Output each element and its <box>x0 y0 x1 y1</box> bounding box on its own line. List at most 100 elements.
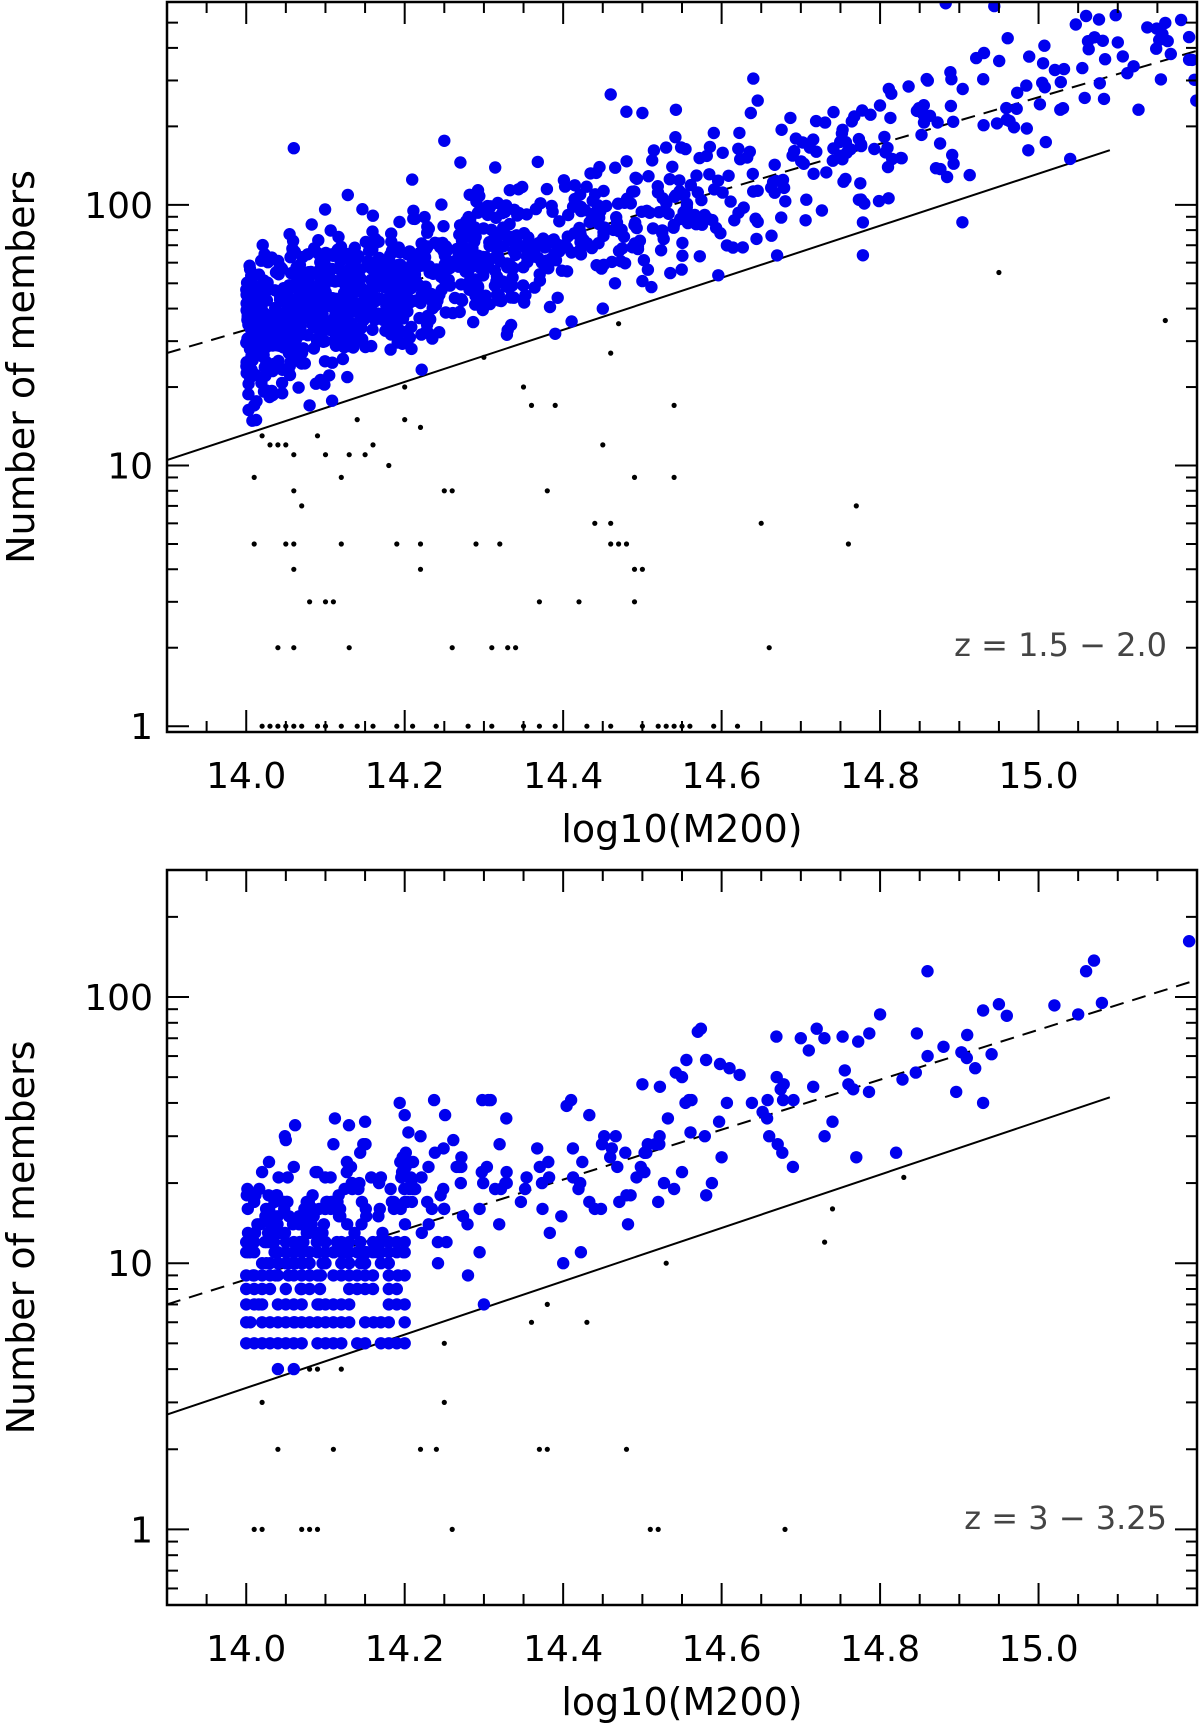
member-point <box>330 1235 344 1249</box>
member-point <box>854 177 867 190</box>
member-point <box>574 1176 587 1190</box>
member-point <box>885 87 898 100</box>
member-point <box>421 226 434 239</box>
member-point <box>382 1257 395 1270</box>
member-point <box>786 1160 800 1174</box>
outlier-point <box>291 488 297 494</box>
member-point <box>252 1298 265 1311</box>
member-point <box>646 154 659 167</box>
member-point <box>398 1218 412 1231</box>
member-point <box>1111 36 1125 49</box>
member-point <box>455 1160 468 1174</box>
member-point <box>431 1257 445 1270</box>
member-point <box>292 381 305 394</box>
member-point <box>421 240 434 253</box>
outlier-point <box>536 1446 543 1452</box>
outlier-point <box>330 599 336 605</box>
outlier-point <box>267 442 273 448</box>
member-point <box>747 72 760 85</box>
member-point <box>558 180 572 193</box>
member-point <box>1132 103 1145 116</box>
member-point <box>944 99 958 113</box>
member-point <box>956 82 969 96</box>
member-point <box>788 144 801 158</box>
member-point <box>359 340 372 354</box>
member-point <box>1182 935 1196 948</box>
member-point <box>723 1062 736 1075</box>
member-point <box>298 357 311 370</box>
member-point <box>484 1093 497 1107</box>
member-point <box>701 212 715 225</box>
member-point <box>360 1246 373 1259</box>
solid-threshold-line <box>167 149 1111 461</box>
member-point <box>636 1078 649 1091</box>
member-point <box>714 227 727 240</box>
member-point <box>272 1171 285 1184</box>
member-point <box>724 195 737 208</box>
member-point <box>384 343 397 356</box>
member-point <box>281 1195 294 1209</box>
member-point <box>473 1202 486 1216</box>
member-point <box>493 1138 506 1151</box>
member-point <box>353 321 366 335</box>
outlier-point <box>338 474 344 480</box>
member-point <box>707 126 720 140</box>
member-point <box>920 72 933 86</box>
member-point <box>616 242 629 255</box>
member-point <box>611 197 625 210</box>
member-point <box>818 1032 831 1045</box>
member-point <box>325 274 339 287</box>
outlier-point <box>259 1526 265 1532</box>
member-point <box>384 328 398 341</box>
outlier-point <box>552 723 558 729</box>
member-point <box>771 1138 784 1151</box>
member-point <box>518 1182 532 1196</box>
member-point <box>295 1298 308 1311</box>
member-point <box>319 1171 332 1184</box>
member-point <box>676 236 689 250</box>
member-point <box>815 204 829 217</box>
outlier-point <box>291 723 297 729</box>
outlier-point <box>370 723 376 729</box>
member-point <box>546 205 559 218</box>
member-point <box>1036 57 1050 70</box>
member-point <box>356 203 369 216</box>
outlier-point <box>346 645 352 651</box>
member-point <box>863 1027 876 1040</box>
member-point <box>1048 999 1061 1012</box>
member-point <box>294 1235 307 1249</box>
outlier-point <box>663 723 669 729</box>
member-point <box>334 254 347 268</box>
member-point <box>746 167 759 181</box>
outlier-point <box>314 1526 321 1532</box>
member-point <box>540 254 553 267</box>
member-point <box>557 1257 570 1270</box>
member-point <box>1022 50 1036 63</box>
member-point <box>1033 98 1047 111</box>
member-point <box>437 1202 451 1216</box>
member-point <box>676 249 689 262</box>
member-point <box>351 1246 365 1259</box>
member-point <box>332 1210 346 1223</box>
x-tick-label: 14.0 <box>206 1629 286 1670</box>
member-point <box>366 1282 380 1296</box>
member-point <box>745 1096 759 1110</box>
member-point <box>1190 94 1197 107</box>
member-point <box>336 352 350 366</box>
outlier-point <box>417 566 424 572</box>
member-point <box>1048 63 1062 77</box>
outlier-point <box>528 402 535 408</box>
bottom-panel: 14.0 14.2 14.4 14.6 14.8 15.0 1 10 100 log10(M200… <box>0 868 1199 1724</box>
member-point <box>609 161 622 174</box>
member-point <box>371 1246 384 1259</box>
member-point <box>862 1085 876 1099</box>
outlier-point <box>647 1526 653 1532</box>
member-point <box>884 111 897 125</box>
outlier-point <box>417 1446 424 1452</box>
member-point <box>246 1269 260 1282</box>
outlier-point <box>251 474 257 480</box>
member-point <box>667 218 681 231</box>
member-point <box>836 153 849 166</box>
member-point <box>436 236 449 250</box>
member-point <box>406 173 419 186</box>
